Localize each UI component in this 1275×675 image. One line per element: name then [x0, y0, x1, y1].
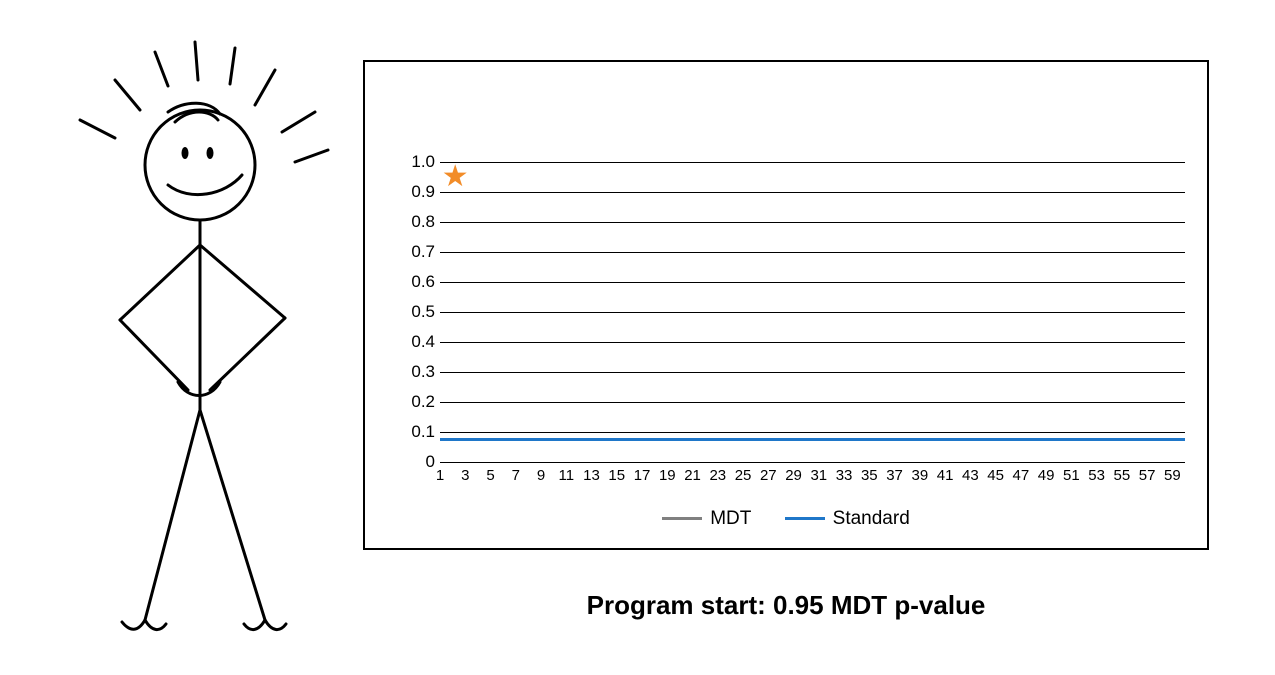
x-tick-label: 59 — [1164, 467, 1181, 484]
x-tick-label: 23 — [709, 467, 726, 484]
x-tick-label: 3 — [461, 467, 469, 484]
standard-series-line — [440, 438, 1185, 441]
x-tick-label: 41 — [937, 467, 954, 484]
x-tick-label: 25 — [735, 467, 752, 484]
x-tick-label: 57 — [1139, 467, 1156, 484]
gridline — [440, 162, 1185, 163]
x-tick-label: 45 — [987, 467, 1004, 484]
x-tick-label: 19 — [659, 467, 676, 484]
x-tick-label: 37 — [886, 467, 903, 484]
y-tick-label: 0.8 — [395, 213, 435, 230]
x-tick-label: 13 — [583, 467, 600, 484]
y-tick-label: 0.9 — [395, 183, 435, 200]
x-tick-label: 35 — [861, 467, 878, 484]
stick-figure-svg — [60, 20, 360, 660]
gridline — [440, 222, 1185, 223]
chart-caption: Program start: 0.95 MDT p-value — [363, 590, 1209, 621]
y-tick-label: 0.5 — [395, 303, 435, 320]
legend-swatch-standard — [785, 517, 825, 520]
x-tick-label: 43 — [962, 467, 979, 484]
x-tick-label: 53 — [1088, 467, 1105, 484]
x-tick-label: 9 — [537, 467, 545, 484]
legend-item-standard: Standard — [785, 508, 910, 530]
legend-item-mdt: MDT — [662, 508, 751, 530]
gridline — [440, 192, 1185, 193]
y-tick-label: 0.7 — [395, 243, 435, 260]
x-tick-label: 39 — [911, 467, 928, 484]
x-tick-label: 15 — [608, 467, 625, 484]
x-tick-label: 33 — [836, 467, 853, 484]
x-tick-label: 49 — [1038, 467, 1055, 484]
gridline — [440, 432, 1185, 433]
x-tick-label: 55 — [1114, 467, 1131, 484]
x-tick-label: 29 — [785, 467, 802, 484]
gridline — [440, 462, 1185, 463]
x-tick-label: 27 — [760, 467, 777, 484]
x-tick-label: 5 — [486, 467, 494, 484]
plot-area: ★ — [440, 162, 1185, 462]
x-tick-label: 47 — [1013, 467, 1030, 484]
y-tick-label: 1.0 — [395, 153, 435, 170]
y-tick-label: 0 — [395, 453, 435, 470]
x-tick-label: 17 — [634, 467, 651, 484]
x-tick-label: 51 — [1063, 467, 1080, 484]
gridline — [440, 342, 1185, 343]
y-tick-label: 0.1 — [395, 423, 435, 440]
y-tick-label: 0.6 — [395, 273, 435, 290]
mdt-start-star-icon: ★ — [442, 162, 469, 192]
gridline — [440, 372, 1185, 373]
x-axis-labels: 1357911131517192123252729313335373941434… — [440, 467, 1185, 489]
legend-swatch-mdt — [662, 517, 702, 520]
y-tick-label: 0.4 — [395, 333, 435, 350]
gridline — [440, 252, 1185, 253]
stick-figure-illustration — [60, 20, 360, 660]
x-tick-label: 1 — [436, 467, 444, 484]
x-tick-label: 21 — [684, 467, 701, 484]
pvalue-chart: 00.10.20.30.40.50.60.70.80.91.0 ★ 135791… — [363, 60, 1209, 550]
gridline — [440, 312, 1185, 313]
x-tick-label: 31 — [810, 467, 827, 484]
chart-legend: MDT Standard — [365, 504, 1207, 530]
legend-label-standard: Standard — [833, 508, 910, 530]
legend-label-mdt: MDT — [710, 508, 751, 530]
y-tick-label: 0.3 — [395, 363, 435, 380]
x-tick-label: 7 — [512, 467, 520, 484]
y-tick-label: 0.2 — [395, 393, 435, 410]
gridline — [440, 282, 1185, 283]
x-tick-label: 11 — [558, 467, 574, 484]
gridline — [440, 402, 1185, 403]
